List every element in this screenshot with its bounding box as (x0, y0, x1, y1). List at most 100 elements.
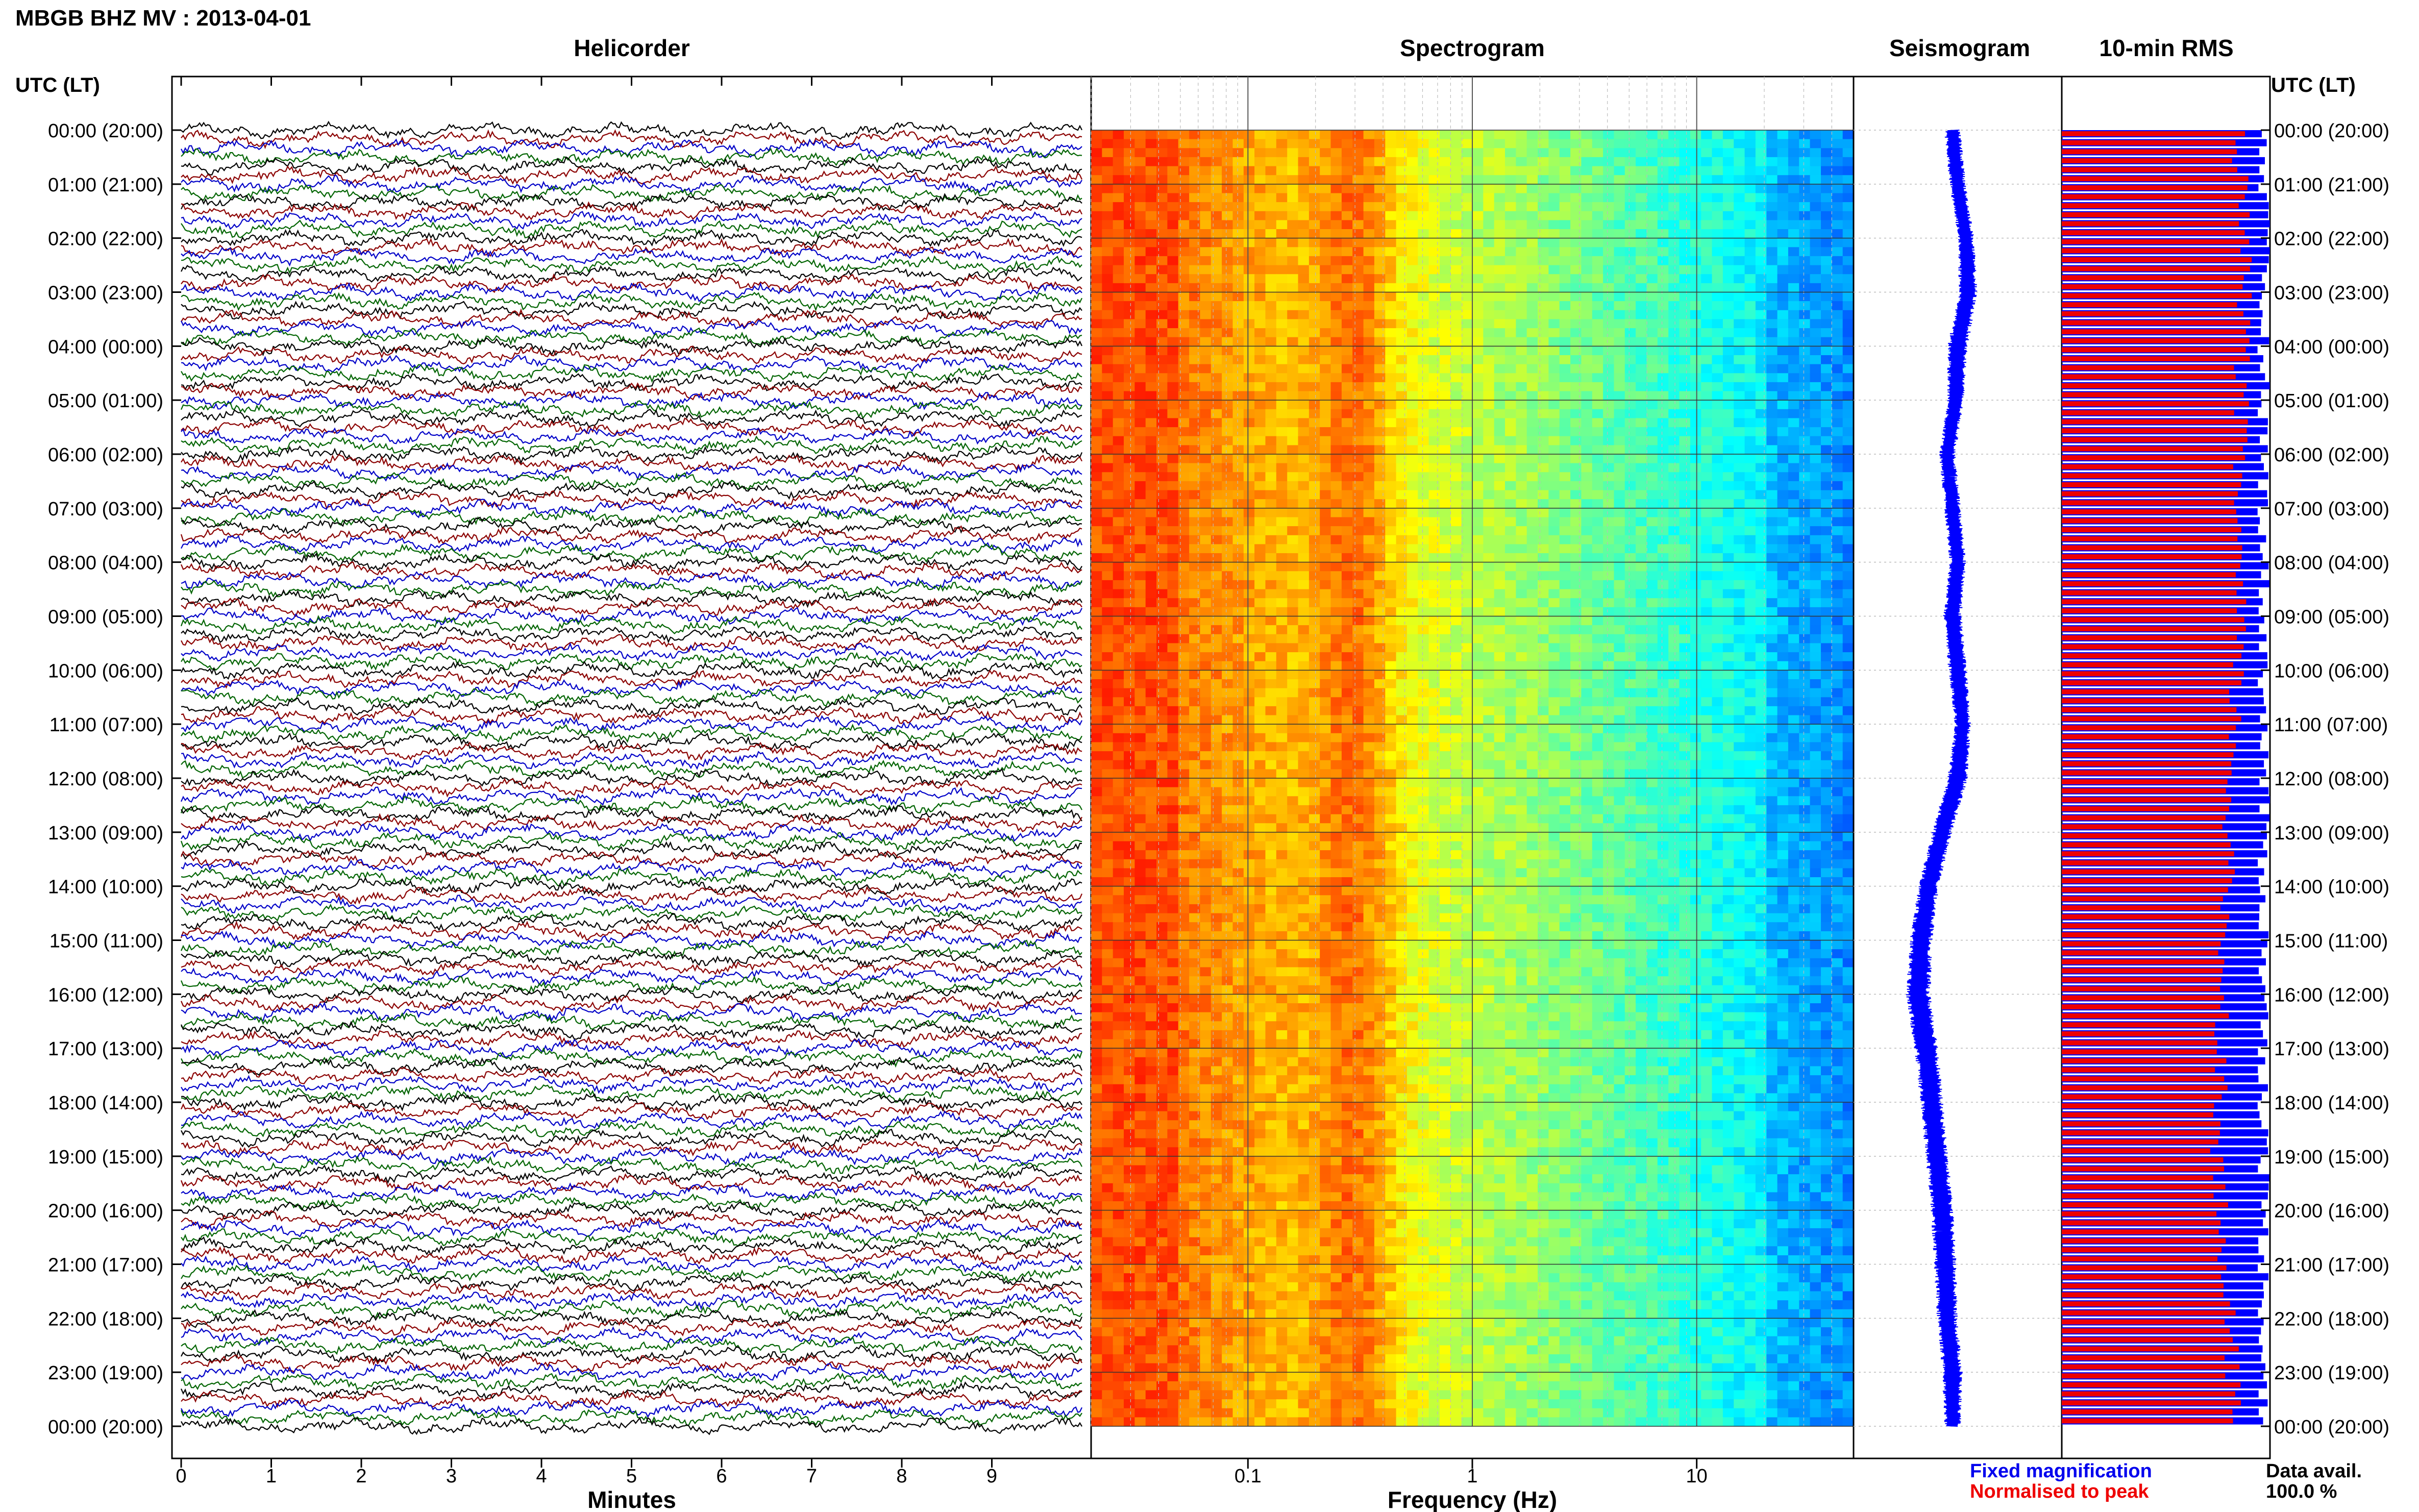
spectrogram-cell (1679, 391, 1691, 401)
spectrogram-cell (1243, 427, 1255, 437)
spectrogram-cell (1167, 229, 1179, 239)
spectrogram-cell (1548, 544, 1560, 554)
spectrogram-cell (1472, 517, 1484, 527)
spectrogram-cell (1309, 706, 1320, 716)
spectrogram-cell (1636, 346, 1647, 356)
spectrogram-cell (1788, 733, 1799, 742)
spectrogram-cell (1548, 598, 1560, 608)
spectrogram-cell (1265, 292, 1277, 302)
spectrogram-cell (1799, 706, 1811, 716)
helicorder-trace (180, 1381, 1082, 1400)
spectrogram-cell (1134, 652, 1146, 662)
spectrogram-cell (1712, 418, 1723, 428)
spectrogram-cell (1156, 697, 1168, 707)
spectrogram-cell (1679, 670, 1691, 680)
spectrogram-cell (1788, 409, 1799, 418)
spectrogram-cell (1646, 337, 1658, 346)
spectrogram-cell (1276, 463, 1288, 473)
spectrogram-cell (1265, 427, 1277, 437)
spectrogram-cell (1581, 544, 1593, 554)
spectrogram-cell (1624, 733, 1636, 742)
spectrogram-cell (1581, 526, 1593, 536)
spectrogram-cell (1744, 526, 1756, 536)
spectrogram-cell (1603, 688, 1614, 698)
spectrogram-cell (1298, 274, 1310, 284)
spectrogram-cell (1428, 616, 1440, 626)
spectrogram-cell (1538, 499, 1549, 509)
spectrogram-cell (1548, 571, 1560, 581)
spectrogram-cell (1102, 301, 1114, 311)
helicorder-trace (181, 1362, 1082, 1382)
spectrogram-cell (1145, 625, 1157, 635)
spectrogram-cell (1472, 166, 1484, 176)
spectrogram-cell (1232, 301, 1244, 311)
spectrogram-cell (1701, 382, 1713, 392)
spectrogram-cell (1396, 265, 1408, 275)
spectrogram-cell (1799, 364, 1811, 374)
spectrogram-cell (1657, 391, 1669, 401)
spectrogram-cell (1646, 643, 1658, 653)
spectrogram-cell (1832, 715, 1843, 725)
spectrogram-cell (1178, 220, 1190, 230)
spectrogram-cell (1200, 472, 1212, 482)
spectrogram-cell (1461, 607, 1473, 617)
spectrogram-cell (1134, 625, 1146, 635)
spectrogram-cell (1516, 283, 1527, 293)
spectrogram-cell (1734, 355, 1745, 365)
spectrogram-cell (1712, 625, 1723, 635)
spectrogram-cell (1341, 454, 1353, 464)
station-title: MBGB BHZ MV : 2013-04-01 (15, 6, 311, 31)
spectrogram-cell (1330, 355, 1342, 365)
spectrogram-cell (1755, 274, 1767, 284)
spectrogram-cell (1124, 157, 1135, 167)
spectrogram-cell (1254, 499, 1266, 509)
spectrogram-cell (1712, 598, 1723, 608)
spectrogram-cell (1722, 319, 1734, 329)
spectrogram-cell (1134, 589, 1146, 599)
helicorder-trace (181, 697, 1082, 716)
spectrogram-cell (1646, 283, 1658, 293)
spectrogram-cell (1341, 292, 1353, 302)
spectrogram-cell (1842, 364, 1854, 374)
spectrogram-cell (1113, 643, 1124, 653)
spectrogram-cell (1309, 274, 1320, 284)
spectrogram-cell (1243, 706, 1255, 716)
spectrogram-cell (1243, 247, 1255, 257)
spectrogram-cell (1570, 517, 1582, 527)
spectrogram-cell (1832, 247, 1843, 257)
spectrogram-cell (1701, 589, 1713, 599)
spectrogram-cell (1516, 184, 1527, 193)
spectrogram-cell (1091, 130, 1102, 140)
spectrogram-cell (1440, 382, 1451, 392)
spectrogram-cell (1494, 220, 1505, 230)
spectrogram-cell (1352, 526, 1364, 536)
spectrogram-cell (1744, 598, 1756, 608)
spectrogram-cell (1440, 220, 1451, 230)
spectrogram-cell (1363, 202, 1375, 212)
spectrogram-cell (1156, 607, 1168, 617)
spectrogram-cell (1124, 553, 1135, 563)
spectrogram-cell (1298, 733, 1310, 742)
spectrogram-cell (1483, 166, 1495, 176)
spectrogram-cell (1341, 418, 1353, 428)
spectrogram-cell (1799, 643, 1811, 653)
spectrogram-cell (1385, 490, 1397, 500)
spectrogram-cell (1668, 382, 1680, 392)
spectrogram-cell (1200, 742, 1212, 752)
spectrogram-cell (1330, 616, 1342, 626)
spectrogram-cell (1472, 454, 1484, 464)
spectrogram-cell (1701, 715, 1713, 725)
spectrogram-cell (1624, 220, 1636, 230)
spectrogram-cell (1145, 454, 1157, 464)
spectrogram-cell (1744, 274, 1756, 284)
spectrogram-cell (1222, 193, 1233, 203)
spectrogram-cell (1124, 544, 1135, 554)
spectrogram-cell (1494, 292, 1505, 302)
spectrogram-cell (1810, 598, 1821, 608)
spectrogram-cell (1287, 625, 1299, 635)
spectrogram-cell (1646, 166, 1658, 176)
spectrogram-cell (1363, 319, 1375, 329)
spectrogram-cell (1526, 355, 1538, 365)
spectrogram-cell (1821, 418, 1832, 428)
spectrogram-cell (1799, 490, 1811, 500)
